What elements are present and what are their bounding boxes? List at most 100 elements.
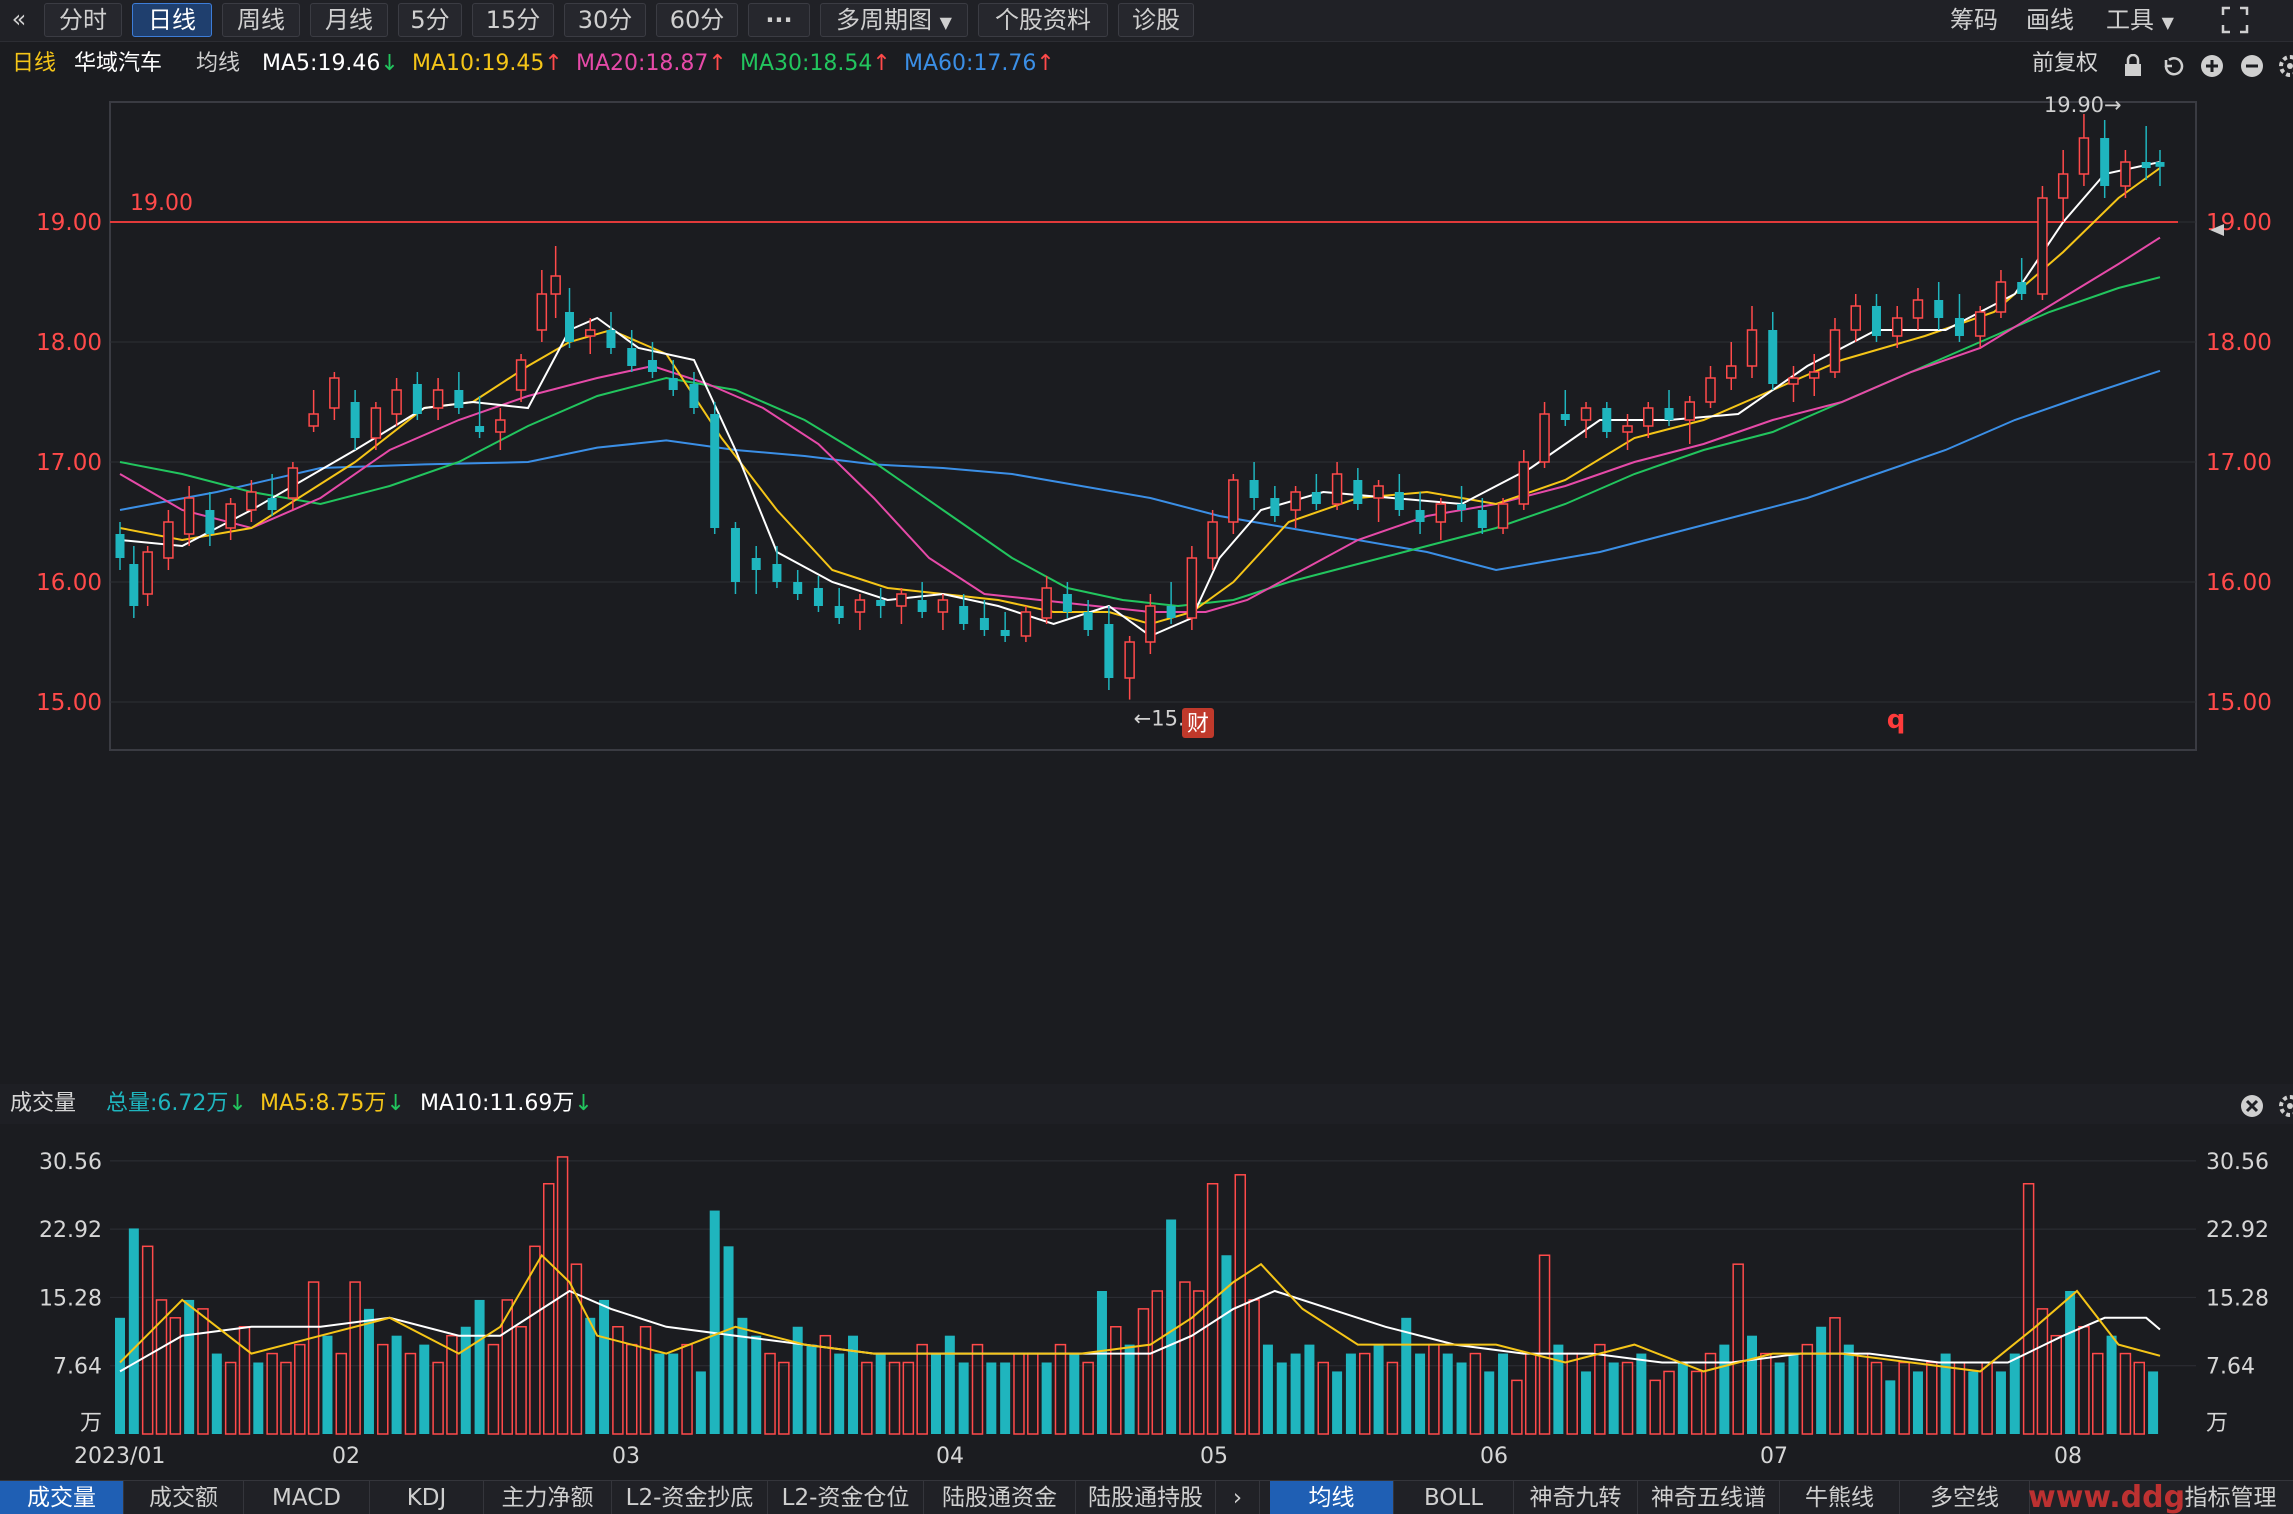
zoom-out-icon[interactable]	[2240, 52, 2264, 92]
arrow-up-icon: ↑	[544, 51, 563, 76]
volume-bar	[1816, 1326, 1827, 1434]
volume-bar	[363, 1308, 374, 1434]
settings-icon[interactable]	[2278, 52, 2293, 92]
expand-icon	[2221, 6, 2249, 34]
volume-bar	[625, 1343, 638, 1435]
adjust-mode[interactable]: 前复权	[2032, 51, 2099, 76]
tools-dropdown[interactable]: 工具 ▼	[2106, 3, 2174, 37]
volume-bar	[128, 1228, 139, 1434]
volume-bar	[1594, 1343, 1606, 1435]
fullscreen-button[interactable]	[2220, 3, 2254, 37]
volume-bar	[1719, 1344, 1730, 1434]
price-chart[interactable]: 19.00 18.00 17.00 16.00 15.00 19.00 18.00 17.0…	[0, 86, 2293, 1076]
volume-bar	[253, 1362, 264, 1434]
candle-body	[2037, 197, 2048, 295]
draw-button[interactable]: 画线	[2026, 6, 2074, 34]
tab-kdj[interactable]: KDJ	[370, 1481, 484, 1514]
volume-bar	[349, 1281, 361, 1435]
candle-body	[370, 407, 382, 439]
tab-intraday[interactable]: 分时	[44, 3, 122, 37]
candle-body	[391, 389, 402, 415]
volume-bar	[916, 1343, 928, 1435]
volume-bar	[1248, 1299, 1260, 1435]
candle-body	[1954, 318, 1964, 336]
candle-body	[1622, 425, 1633, 433]
watermark: www.ddg	[2028, 1480, 2186, 1514]
volume-bar	[446, 1334, 458, 1435]
tab-daily[interactable]: 日线	[132, 3, 212, 37]
candle-body	[1497, 503, 1509, 529]
tab-15min[interactable]: 15分	[472, 3, 554, 37]
volume-bar	[2065, 1291, 2076, 1434]
tabs-scroll-right-button[interactable]: ›	[1216, 1481, 1260, 1514]
ma-label[interactable]: 均线	[196, 51, 241, 76]
settings-icon[interactable]	[2278, 1092, 2293, 1132]
chips-button[interactable]: 筹码	[1950, 6, 1998, 34]
stock-info-button[interactable]: 个股资料	[978, 3, 1108, 37]
volume-bar	[1788, 1353, 1799, 1434]
tab-bull-bear[interactable]: 牛熊线	[1780, 1481, 1900, 1514]
tab-volume[interactable]: 成交量	[0, 1481, 124, 1514]
tab-ma[interactable]: 均线	[1270, 1481, 1394, 1514]
volume-bar	[654, 1353, 665, 1434]
candle-body	[1373, 485, 1384, 499]
candle-body	[1249, 480, 1259, 498]
candle-body	[2078, 137, 2090, 175]
q-marker[interactable]: q	[1887, 705, 1906, 735]
diagnose-button[interactable]: 诊股	[1118, 3, 1194, 37]
candle-body	[163, 521, 174, 559]
undo-icon[interactable]	[2160, 52, 2184, 92]
tab-30min[interactable]: 30分	[564, 3, 646, 37]
candle-body	[1891, 317, 1903, 337]
lock-icon[interactable]	[2122, 52, 2144, 92]
candle-body	[142, 551, 153, 595]
zoom-in-icon[interactable]	[2200, 52, 2224, 92]
tab-l2-bottom[interactable]: L2-资金抄底	[612, 1481, 768, 1514]
close-pane-icon[interactable]	[2240, 1092, 2264, 1132]
tab-magic-five[interactable]: 神奇五线谱	[1638, 1481, 1780, 1514]
earnings-marker[interactable]: 财	[1182, 708, 1214, 738]
candle-body	[1186, 557, 1198, 619]
candle-body	[1228, 479, 1239, 523]
candle-body	[959, 606, 969, 624]
tab-turnover[interactable]: 成交额	[124, 1481, 244, 1514]
price-tick-right: 17.00	[2206, 450, 2272, 476]
volume-bar	[335, 1352, 348, 1435]
volume-bar	[1096, 1291, 1107, 1434]
tab-indicator-manage[interactable]: 指标管理	[2184, 1485, 2277, 1511]
back-button[interactable]: «	[4, 3, 34, 37]
volume-bar	[1041, 1362, 1052, 1434]
candle-body	[813, 588, 823, 606]
tab-l2-position[interactable]: L2-资金仓位	[768, 1481, 924, 1514]
indicator-tabs: 成交量 成交额 MACD KDJ 主力净额 L2-资金抄底 L2-资金仓位 陆股…	[0, 1480, 2293, 1514]
tab-hk-connect-hold[interactable]: 陆股通持股	[1076, 1481, 1216, 1514]
volume-bar	[1553, 1344, 1564, 1434]
volume-bar	[1885, 1380, 1896, 1434]
candle-body	[1020, 611, 1032, 637]
candle-body	[1435, 503, 1447, 523]
tab-main-net[interactable]: 主力净额	[484, 1481, 612, 1514]
volume-bar	[888, 1361, 901, 1435]
volume-tick-right: 22.92	[2206, 1218, 2269, 1243]
tab-macd[interactable]: MACD	[244, 1481, 370, 1514]
tab-60min[interactable]: 60分	[656, 3, 738, 37]
volume-bar	[501, 1299, 514, 1435]
tab-hk-connect-flow[interactable]: 陆股通资金	[924, 1481, 1076, 1514]
tab-5min[interactable]: 5分	[398, 3, 462, 37]
tab-magic-nine[interactable]: 神奇九转	[1514, 1481, 1638, 1514]
candle-body	[1808, 371, 1820, 379]
tab-long-short[interactable]: 多空线	[1900, 1481, 2030, 1514]
volume-chart[interactable]: 30.56 30.56 22.92 22.92 15.28 15.28 7.64 7.64 万 万	[0, 1126, 2293, 1456]
candle-body	[1995, 281, 2007, 313]
tab-weekly[interactable]: 周线	[222, 3, 300, 37]
tab-boll[interactable]: BOLL	[1394, 1481, 1514, 1514]
volume-bar	[819, 1334, 832, 1435]
volume-bar	[1276, 1362, 1287, 1434]
current-price-pointer-icon	[2210, 224, 2224, 236]
volume-bar	[2050, 1334, 2063, 1435]
tab-monthly[interactable]: 月线	[310, 3, 388, 37]
multi-period-dropdown[interactable]: 多周期图 ▼	[820, 3, 968, 37]
more-periods-button[interactable]: ···	[748, 3, 810, 37]
volume-bar	[1110, 1326, 1122, 1435]
caret-down-icon: ▼	[939, 13, 952, 32]
